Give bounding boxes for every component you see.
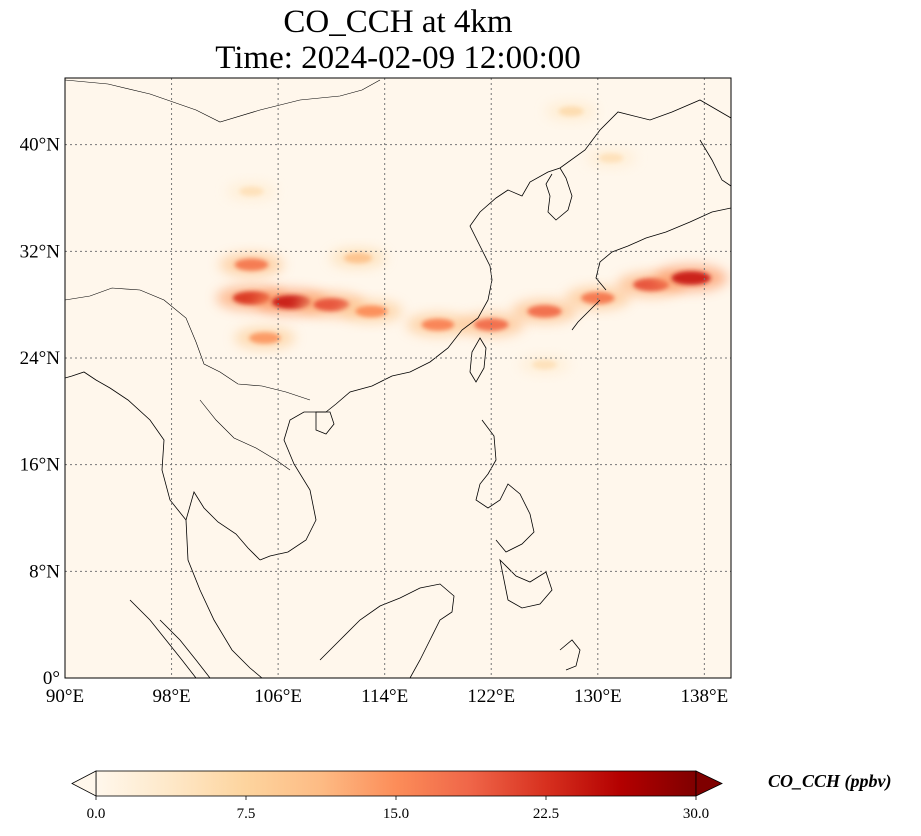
- plume-core: [599, 153, 624, 163]
- colorbar-tick-label: 0.0: [87, 806, 106, 822]
- colorbar-label: CO_CCH (ppbv): [768, 771, 892, 792]
- plume-core: [344, 252, 373, 264]
- chart-subtitle: Time: 2024-02-09 12:00:00: [215, 40, 581, 76]
- colorbar-tick-label: 22.5: [533, 806, 559, 822]
- x-tick-label: 138°E: [681, 686, 729, 707]
- chart-title: CO_CCH at 4km: [283, 4, 513, 40]
- y-tick-label: 8°N: [29, 561, 60, 582]
- colorbar-tick-label: 15.0: [383, 806, 409, 822]
- plume-core: [421, 318, 455, 331]
- map-frame: [64, 77, 732, 679]
- colorbar-gradient: [95, 770, 697, 797]
- y-tick-label: 40°N: [20, 135, 61, 156]
- colorbar-tick-label: 7.5: [237, 806, 256, 822]
- x-tick-label: 114°E: [361, 686, 408, 707]
- plume-core: [355, 305, 388, 318]
- plume-core: [313, 298, 350, 312]
- y-tick-label: 32°N: [20, 241, 61, 262]
- plume-core: [527, 305, 562, 318]
- map-plot-area: 90°E 98°E 106°E 114°E 122°E 130°E 138°E 0° 8°N 1…: [20, 77, 732, 707]
- plume-core: [249, 332, 281, 344]
- x-tick-label: 90°E: [46, 686, 84, 707]
- map-background: [65, 78, 731, 678]
- coastlines-borders: [65, 79, 731, 678]
- y-tick-label: 24°N: [20, 348, 61, 369]
- plume-core: [558, 106, 584, 117]
- y-tick-label: 0°: [43, 668, 60, 689]
- plume-core: [239, 186, 264, 196]
- colorbar-extend-high: [695, 770, 723, 797]
- x-tick-label: 98°E: [152, 686, 190, 707]
- colorbar: 0.0 7.5 15.0 22.5 30.0 CO_CCH (ppbv): [71, 770, 892, 822]
- plume-core: [234, 258, 269, 271]
- plume-core: [671, 271, 711, 285]
- colorbar-tick-label: 30.0: [683, 806, 709, 822]
- plume-core: [532, 360, 557, 370]
- y-tick-label: 16°N: [20, 455, 61, 476]
- x-tick-label: 122°E: [467, 686, 515, 707]
- x-tick-label: 130°E: [574, 686, 622, 707]
- x-axis-ticks: 90°E 98°E 106°E 114°E 122°E 130°E 138°E: [46, 686, 728, 707]
- colorbar-extend-low: [71, 770, 97, 797]
- colorbar-ticks: 0.0 7.5 15.0 22.5 30.0: [87, 796, 709, 822]
- y-axis-ticks: 0° 8°N 16°N 24°N 32°N 40°N: [20, 135, 61, 689]
- x-tick-label: 106°E: [254, 686, 302, 707]
